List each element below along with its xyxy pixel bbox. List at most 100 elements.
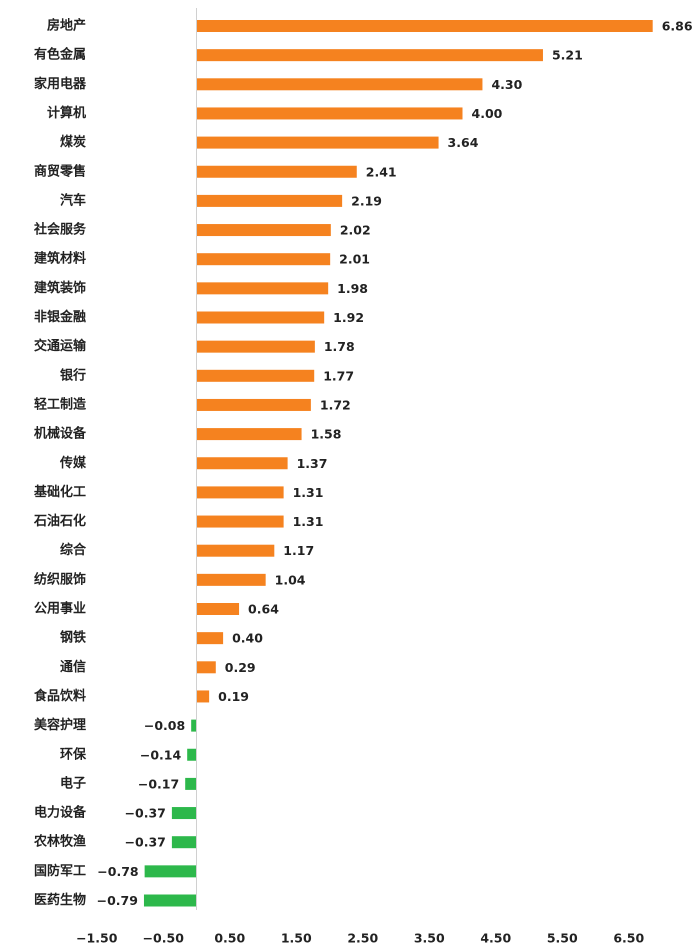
bar (196, 573, 266, 586)
bar (196, 311, 325, 324)
bar (196, 457, 288, 470)
value-label: −0.37 (125, 835, 166, 850)
x-axis-ticks: −1.50 −0.50 0.50 1.50 2.50 3.50 4.50 5.50 6.50 (76, 931, 644, 946)
category-label: 环保 (60, 746, 87, 762)
category-label: 汽车 (60, 192, 86, 208)
category-label: 计算机 (47, 105, 86, 121)
bar (196, 282, 329, 295)
category-label: 房地产 (47, 18, 86, 34)
category-label: 交通运输 (34, 338, 87, 354)
category-label: 电力设备 (34, 805, 87, 821)
x-tick-label: 5.50 (547, 931, 578, 946)
category-label: 非银金融 (34, 309, 86, 325)
bar (171, 836, 197, 849)
bars (143, 20, 653, 907)
bar (144, 865, 197, 878)
bar (185, 777, 197, 790)
value-label: 2.01 (339, 252, 370, 267)
value-label: 1.78 (324, 339, 355, 354)
category-label: 基础化工 (33, 484, 86, 500)
value-label: 1.31 (293, 485, 324, 500)
value-label: 2.19 (351, 193, 382, 208)
value-label: 1.37 (297, 456, 328, 471)
bar (196, 690, 210, 703)
value-label: 5.21 (552, 48, 583, 63)
category-label: 传媒 (59, 455, 87, 471)
category-label: 商贸零售 (34, 163, 86, 179)
value-label: −0.14 (140, 747, 182, 762)
bar (196, 253, 331, 266)
bar (196, 603, 240, 615)
bar (196, 486, 284, 499)
category-label: 农林牧渔 (33, 834, 86, 850)
category-label: 综合 (60, 542, 87, 558)
bar (187, 748, 197, 761)
x-tick-label: 3.50 (414, 931, 445, 946)
x-tick-label: 1.50 (281, 931, 312, 946)
bar (196, 632, 224, 645)
category-label: 通信 (60, 659, 86, 675)
bar (196, 107, 463, 120)
x-tick-label: −0.50 (143, 931, 185, 946)
value-label: 1.77 (323, 368, 354, 383)
value-label: 1.31 (293, 514, 324, 529)
category-label: 电子 (60, 775, 86, 791)
value-label: 4.30 (491, 77, 522, 92)
value-label: −0.79 (97, 893, 138, 908)
value-label: 0.40 (232, 631, 263, 646)
value-label: 0.64 (248, 602, 279, 617)
value-label: 0.29 (225, 660, 256, 675)
bar (196, 515, 284, 528)
value-label: 1.92 (333, 310, 364, 325)
category-label: 机械设备 (34, 426, 87, 442)
category-label: 钢铁 (60, 630, 86, 646)
bar (196, 544, 275, 557)
category-label: 银行 (60, 367, 86, 383)
bar (196, 49, 543, 62)
value-label: 1.72 (320, 397, 351, 412)
value-label: −0.08 (144, 718, 185, 733)
category-label: 建筑装饰 (34, 280, 86, 296)
bar (196, 661, 216, 674)
value-label: 0.19 (218, 689, 249, 704)
x-tick-label: 2.50 (347, 931, 378, 946)
category-label: 建筑材料 (34, 251, 86, 267)
bar (196, 224, 331, 237)
x-tick-label: 0.50 (214, 931, 245, 946)
x-tick-label: −1.50 (76, 931, 118, 946)
category-labels: 房地产有色金属家用电器计算机煤炭商贸零售汽车社会服务建筑材料建筑装饰非银金融交通… (33, 18, 87, 909)
value-label: 4.00 (472, 106, 503, 121)
value-label: 1.58 (311, 427, 342, 442)
category-label: 石油石化 (33, 513, 86, 529)
category-label: 医药生物 (34, 892, 86, 908)
category-label: 食品饮料 (34, 688, 86, 704)
value-labels: 6.86 5.21 4.30 4.00 3.64 2.41 2.19 2.02 2.01 1.98… (97, 19, 693, 909)
bar (196, 20, 653, 32)
bar (196, 78, 483, 91)
value-label: 2.02 (340, 223, 371, 238)
value-label: 6.86 (662, 19, 693, 34)
bar (196, 340, 315, 353)
value-label: 1.04 (275, 572, 306, 587)
category-label: 美容护理 (34, 717, 86, 733)
bar (196, 369, 315, 382)
bar (196, 165, 357, 178)
bar (196, 194, 343, 207)
bar (191, 719, 197, 732)
category-label: 公用事业 (34, 601, 86, 617)
category-label: 轻工制造 (34, 396, 87, 412)
value-label: 1.17 (283, 543, 314, 558)
category-label: 有色金属 (34, 47, 86, 63)
category-label: 纺织服饰 (34, 571, 86, 587)
value-label: 3.64 (448, 135, 479, 150)
bar (196, 398, 311, 411)
category-label: 国防军工 (34, 863, 86, 879)
value-label: 2.41 (366, 164, 397, 179)
category-label: 社会服务 (33, 222, 87, 238)
x-tick-label: 6.50 (613, 931, 644, 946)
value-label: 1.98 (337, 281, 368, 296)
value-label: −0.78 (97, 864, 138, 879)
value-label: −0.17 (138, 776, 179, 791)
value-label: −0.37 (125, 806, 166, 821)
